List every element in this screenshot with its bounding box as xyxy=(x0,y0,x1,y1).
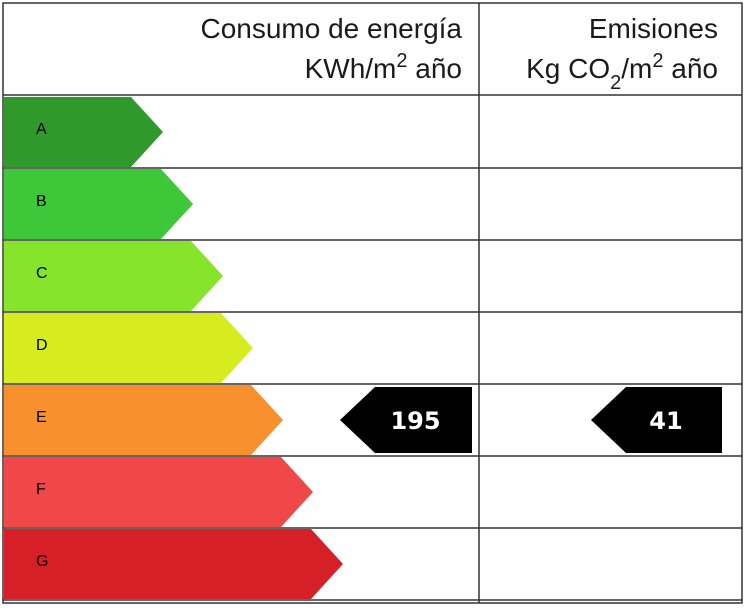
unit-part: 2 xyxy=(652,50,663,72)
emissions-unit: Kg CO2/m2 año xyxy=(526,50,718,94)
class-arrow xyxy=(4,529,343,599)
rating-value: 41 xyxy=(649,407,682,435)
energy-title: Consumo de energía xyxy=(200,13,462,44)
class-letter: A xyxy=(36,121,47,138)
unit-part: año xyxy=(664,53,719,84)
unit-part: KWh/m xyxy=(305,53,397,84)
rating-arrow xyxy=(591,387,722,453)
frame xyxy=(2,2,743,604)
class-arrow xyxy=(4,169,193,239)
unit-part: 2 xyxy=(610,72,621,94)
class-letter: D xyxy=(36,337,48,354)
emissions-title: Emisiones xyxy=(589,13,718,44)
class-letter: F xyxy=(36,481,46,498)
class-letter: B xyxy=(36,193,47,210)
energy-unit: KWh/m2 año xyxy=(305,50,462,84)
class-arrow xyxy=(4,457,313,527)
class-arrow xyxy=(4,313,253,383)
class-letter: E xyxy=(36,409,47,426)
rating-value: 195 xyxy=(390,407,440,435)
rating-arrow xyxy=(340,387,472,453)
class-arrow xyxy=(4,241,223,311)
class-letter: C xyxy=(36,265,48,282)
class-arrow xyxy=(4,385,283,455)
unit-part: 2 xyxy=(396,50,407,72)
unit-part: Kg CO xyxy=(526,53,610,84)
class-arrow xyxy=(4,97,163,167)
class-letter: G xyxy=(36,553,48,570)
unit-part: /m xyxy=(621,53,652,84)
unit-part: año xyxy=(408,53,463,84)
